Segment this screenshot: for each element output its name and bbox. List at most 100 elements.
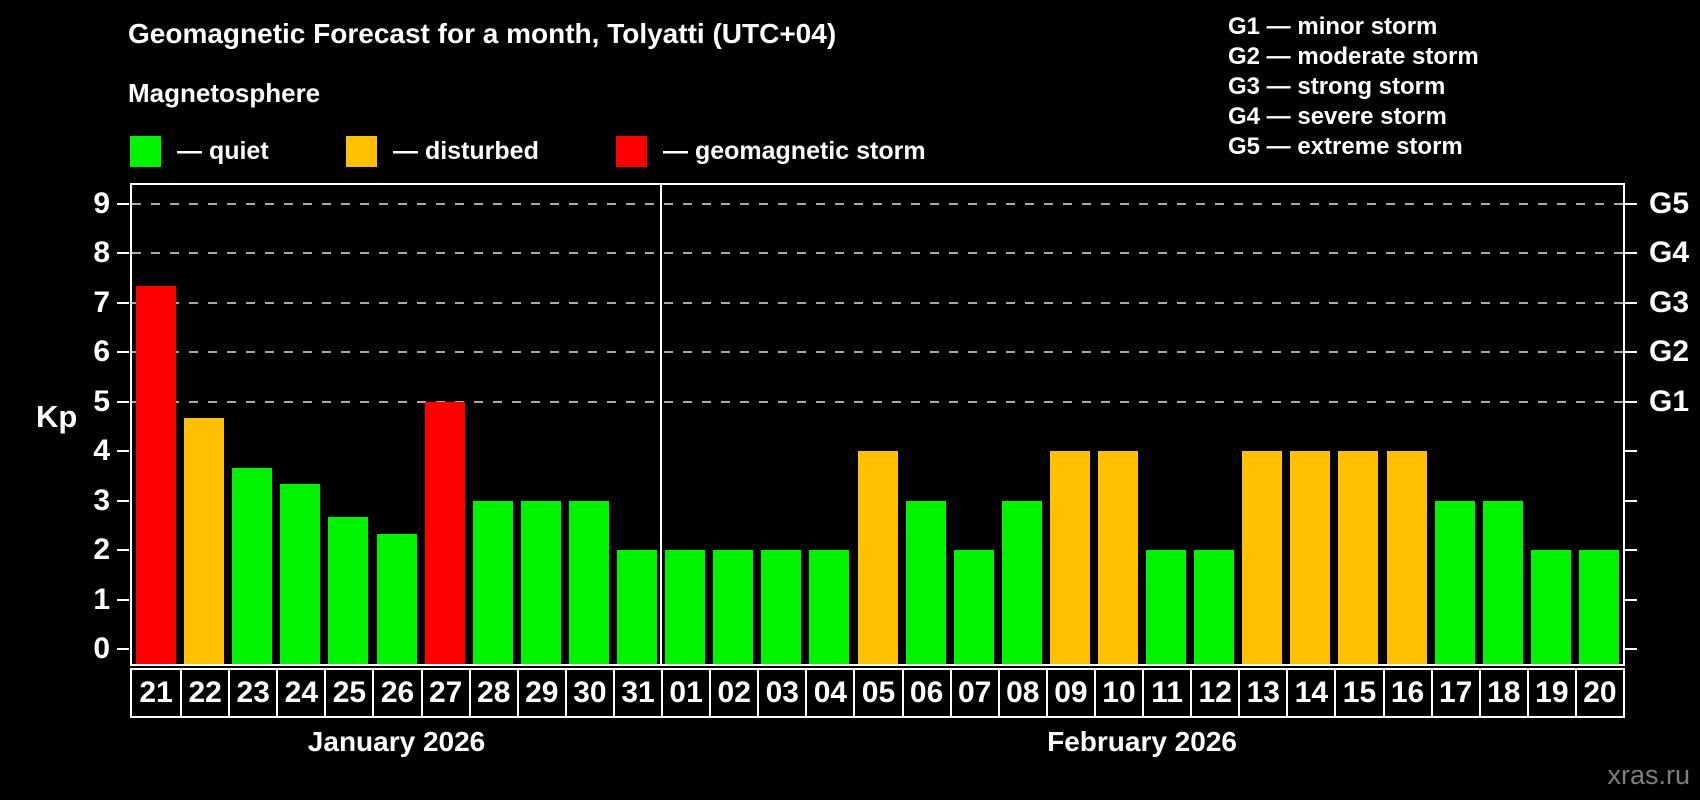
kp-bar (1434, 500, 1475, 664)
y-axis-tick (117, 351, 129, 354)
day-label-cell: 13 (1238, 670, 1286, 716)
day-label-cell: 14 (1286, 670, 1334, 716)
day-label-cell: 03 (757, 670, 805, 716)
y-axis-tick-right (1625, 598, 1637, 601)
g-legend-line-g1: G1 — minor storm (1228, 13, 1438, 40)
legend-item-storm: — geomagnetic storm (616, 136, 926, 167)
day-label-cell: 09 (1045, 670, 1094, 716)
kp-bar (1578, 550, 1619, 664)
y-axis-tick-right (1625, 301, 1637, 304)
day-label-cell: 12 (1190, 670, 1238, 716)
legend-label-disturbed: — disturbed (393, 137, 539, 165)
kp-bar (1530, 550, 1571, 664)
kp-bar (1482, 500, 1523, 664)
y-axis-tick-right (1625, 450, 1637, 453)
kp-bar (1242, 451, 1283, 664)
y-axis-tick (117, 549, 129, 552)
day-label-cell: 06 (901, 670, 950, 716)
g-legend-line-g3: G3 — strong storm (1228, 73, 1446, 100)
day-label-cell: 22 (180, 670, 228, 716)
g-legend-line-g5: G5 — extreme storm (1228, 133, 1463, 160)
y-axis-title: Kp (36, 399, 78, 434)
day-label-cell: 01 (661, 670, 709, 716)
y-axis-tick (117, 202, 129, 205)
g-scale-label: G5 (1649, 186, 1690, 220)
day-label-cell: 16 (1382, 670, 1431, 716)
gridline (132, 202, 1623, 205)
plot-area (130, 183, 1625, 666)
day-label-cell: 26 (372, 670, 420, 716)
g-scale-label: G3 (1649, 285, 1690, 319)
kp-bar (905, 500, 946, 664)
y-axis-label: 5 (93, 384, 110, 418)
g-scale-label: G1 (1649, 384, 1690, 418)
kp-bar (1194, 550, 1235, 664)
gridline (132, 301, 1623, 304)
month-label: February 2026 (1047, 726, 1237, 757)
legend-item-disturbed: — disturbed (346, 136, 539, 167)
gridline (132, 351, 1623, 354)
y-axis-tick (117, 301, 129, 304)
y-axis-tick (117, 450, 129, 453)
y-axis-label: 2 (93, 533, 110, 567)
kp-bar (1386, 451, 1427, 664)
y-axis-tick-right (1625, 351, 1637, 354)
quiet-color-swatch (130, 136, 161, 167)
kp-bar (1097, 451, 1138, 664)
kp-bar (568, 500, 609, 664)
legend-label-storm: — geomagnetic storm (663, 137, 926, 165)
day-label-cell: 11 (1142, 670, 1190, 716)
y-axis-tick (117, 598, 129, 601)
y-axis-label: 9 (93, 186, 110, 220)
day-label-cell: 23 (228, 670, 276, 716)
day-label-cell: 31 (612, 670, 661, 716)
day-label-cell: 24 (276, 670, 324, 716)
kp-bar (713, 550, 754, 664)
y-axis-tick-right (1625, 252, 1637, 255)
day-label-cell: 21 (139, 676, 173, 709)
day-label-cell: 02 (709, 670, 757, 716)
kp-bar (857, 451, 898, 664)
kp-bar (665, 550, 706, 664)
kp-bar (376, 533, 417, 664)
kp-bar (761, 550, 802, 664)
day-label-cell: 18 (1478, 670, 1527, 716)
day-label-cell: 08 (997, 670, 1046, 716)
g-scale-label: G2 (1649, 335, 1690, 369)
month-separator (660, 185, 663, 664)
kp-bar (809, 550, 850, 664)
page-title: Geomagnetic Forecast for a month, Tolyat… (128, 18, 837, 49)
day-label-cell: 27 (420, 670, 469, 716)
y-axis-label: 7 (93, 285, 110, 319)
month-label: January 2026 (307, 726, 486, 757)
day-axis-row: 21 22 23 24 25 26 27 28 29 30 31 01 02 03 04 05 06 07 08 09… (130, 668, 1625, 718)
watermark: xras.ru (1607, 760, 1690, 790)
chart-subtitle: Magnetosphere (128, 78, 321, 108)
y-axis-label: 4 (93, 434, 110, 468)
day-label-cell: 17 (1430, 670, 1479, 716)
g-scale-legend: G1 — minor storm G2 — moderate storm G3 … (1228, 12, 1479, 162)
y-axis-label: 6 (93, 335, 110, 369)
y-axis-label: 1 (93, 582, 110, 616)
y-axis-label: 3 (93, 483, 110, 517)
g-scale-label: G4 (1649, 236, 1690, 270)
kp-bar (1290, 451, 1331, 664)
day-label-cell: 19 (1526, 670, 1575, 716)
kp-bar (280, 484, 321, 664)
day-label-cell: 25 (324, 670, 372, 716)
y-axis-tick-right (1625, 400, 1637, 403)
y-axis-tick (117, 648, 129, 651)
gridline (132, 252, 1623, 255)
g-legend-line-g4: G4 — severe storm (1228, 103, 1447, 130)
legend-item-quiet: — quiet (130, 136, 269, 167)
kp-bar (953, 550, 994, 664)
day-label-cell: 20 (1574, 670, 1623, 716)
y-axis-tick (117, 252, 129, 255)
day-label-cell: 10 (1093, 670, 1142, 716)
kp-bar (1338, 451, 1379, 664)
day-label-cell: 28 (468, 670, 517, 716)
y-axis-label: 0 (93, 632, 110, 666)
day-label-cell: 15 (1334, 670, 1382, 716)
g-legend-line-g2: G2 — moderate storm (1228, 43, 1479, 70)
